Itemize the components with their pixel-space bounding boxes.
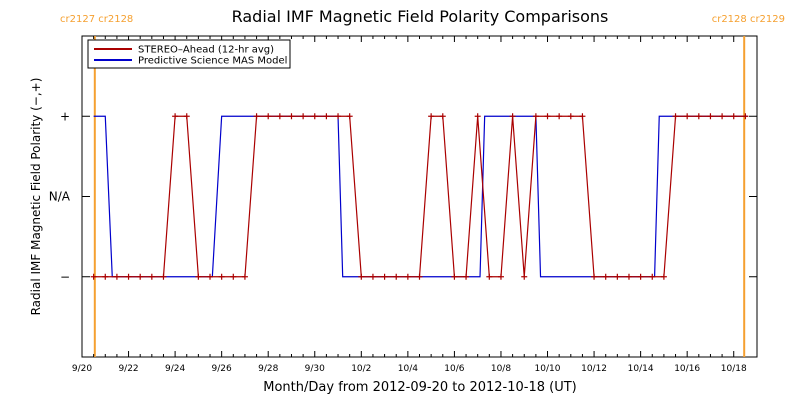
- data-point: [602, 273, 609, 280]
- data-point: [404, 273, 411, 280]
- data-point: [730, 113, 737, 120]
- data-point: [416, 273, 423, 280]
- y-tick-label: −: [60, 270, 70, 284]
- carrington-markers: cr2127 cr2128 cr2128 cr2129: [60, 14, 785, 357]
- data-point: [358, 273, 365, 280]
- data-point: [207, 273, 214, 280]
- x-axis-label: Month/Day from 2012-09-20 to 2012-10-18 …: [263, 380, 576, 395]
- data-point: [102, 273, 109, 280]
- data-point: [241, 273, 248, 280]
- legend-label-1: STEREO–Ahead (12-hr avg): [138, 45, 274, 56]
- y-axis-ticks: + N/A −: [49, 109, 757, 284]
- data-point: [544, 113, 551, 120]
- data-point: [218, 273, 225, 280]
- data-point: [253, 113, 260, 120]
- data-point: [346, 113, 353, 120]
- data-point: [300, 113, 307, 120]
- legend-box: [87, 39, 291, 69]
- data-point: [684, 113, 691, 120]
- data-point: [393, 273, 400, 280]
- data-point: [497, 273, 504, 280]
- data-point: [672, 113, 679, 120]
- data-point: [125, 273, 132, 280]
- data-point: [439, 113, 446, 120]
- data-point: [463, 273, 470, 280]
- x-tick-label: 9/26: [212, 364, 232, 374]
- data-point: [521, 273, 528, 280]
- data-point: [625, 273, 632, 280]
- carrington-label-1: cr2127 cr2128: [60, 14, 133, 25]
- data-point: [719, 113, 726, 120]
- data-point: [556, 113, 563, 120]
- x-tick-label: 10/18: [721, 364, 747, 374]
- data-point: [172, 113, 179, 120]
- data-point: [532, 113, 539, 120]
- series-lines: [90, 113, 749, 280]
- data-point: [335, 113, 342, 120]
- data-point: [742, 113, 749, 120]
- data-point: [195, 273, 202, 280]
- data-point: [428, 113, 435, 120]
- data-point: [323, 113, 330, 120]
- series-line-1: [93, 115, 746, 278]
- data-point: [649, 273, 656, 280]
- data-point: [486, 273, 493, 280]
- data-point: [579, 113, 586, 120]
- data-point: [637, 273, 644, 280]
- chart-title: Radial IMF Magnetic Field Polarity Compa…: [232, 7, 609, 26]
- x-tick-label: 10/14: [628, 364, 654, 374]
- x-tick-label: 9/24: [165, 364, 185, 374]
- data-point: [160, 273, 167, 280]
- data-point: [265, 113, 272, 120]
- data-point: [567, 113, 574, 120]
- x-axis-ticks: 9/20 9/22 9/24 9/26 9/28 9/30 10/2 10/4 10/6 10/8…: [72, 36, 747, 374]
- x-tick-label: 10/10: [535, 364, 561, 374]
- x-tick-label: 9/30: [305, 364, 325, 374]
- data-point: [311, 113, 318, 120]
- data-point: [614, 273, 621, 280]
- x-tick-label: 10/6: [444, 364, 464, 374]
- x-tick-label: 10/2: [351, 364, 371, 374]
- x-tick-label: 9/20: [72, 364, 92, 374]
- data-point: [509, 113, 516, 120]
- plot-frame: [81, 35, 758, 358]
- x-tick-label: 10/8: [491, 364, 511, 374]
- x-tick-label: 10/4: [398, 364, 418, 374]
- data-point: [113, 273, 120, 280]
- data-point: [90, 273, 97, 280]
- data-point: [707, 113, 714, 120]
- y-tick-label: +: [60, 109, 70, 123]
- data-point: [474, 113, 481, 120]
- data-point: [591, 273, 598, 280]
- x-tick-label: 9/28: [258, 364, 278, 374]
- data-point: [276, 113, 283, 120]
- x-tick-label: 9/22: [118, 364, 138, 374]
- data-point: [137, 273, 144, 280]
- data-point: [660, 273, 667, 280]
- y-tick-label: N/A: [49, 190, 71, 204]
- carrington-label-2: cr2128 cr2129: [712, 14, 785, 25]
- legend: STEREO–Ahead (12-hr avg)Predictive Scien…: [87, 39, 291, 69]
- data-point: [381, 273, 388, 280]
- legend-label-2: Predictive Science MAS Model: [138, 56, 287, 67]
- x-tick-label: 10/16: [674, 364, 700, 374]
- data-point: [230, 273, 237, 280]
- data-point: [148, 273, 155, 280]
- data-point: [183, 113, 190, 120]
- y-axis-label: Radial IMF Magnetic Field Polarity (−,+): [29, 78, 43, 316]
- data-point: [369, 273, 376, 280]
- data-point: [288, 113, 295, 120]
- x-tick-label: 10/12: [581, 364, 607, 374]
- data-point: [695, 113, 702, 120]
- data-point: [451, 273, 458, 280]
